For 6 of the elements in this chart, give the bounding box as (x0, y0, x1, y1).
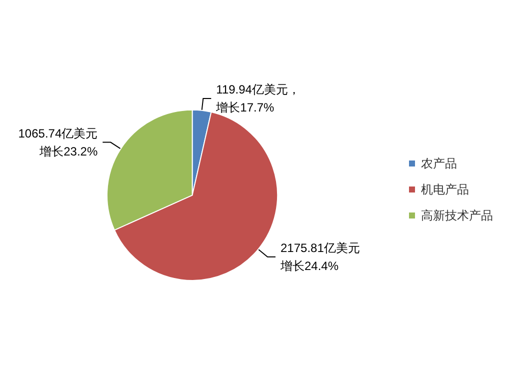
data-label: 1065.74亿美元增长23.2% (18, 126, 98, 158)
legend-label: 高新技术产品 (421, 208, 493, 222)
legend-label: 机电产品 (421, 182, 469, 196)
legend-label: 农产品 (421, 156, 457, 170)
data-label: 2175.81亿美元增长24.4% (279, 240, 360, 273)
data-label: 119.94亿美元，增长17.7% (215, 82, 300, 115)
